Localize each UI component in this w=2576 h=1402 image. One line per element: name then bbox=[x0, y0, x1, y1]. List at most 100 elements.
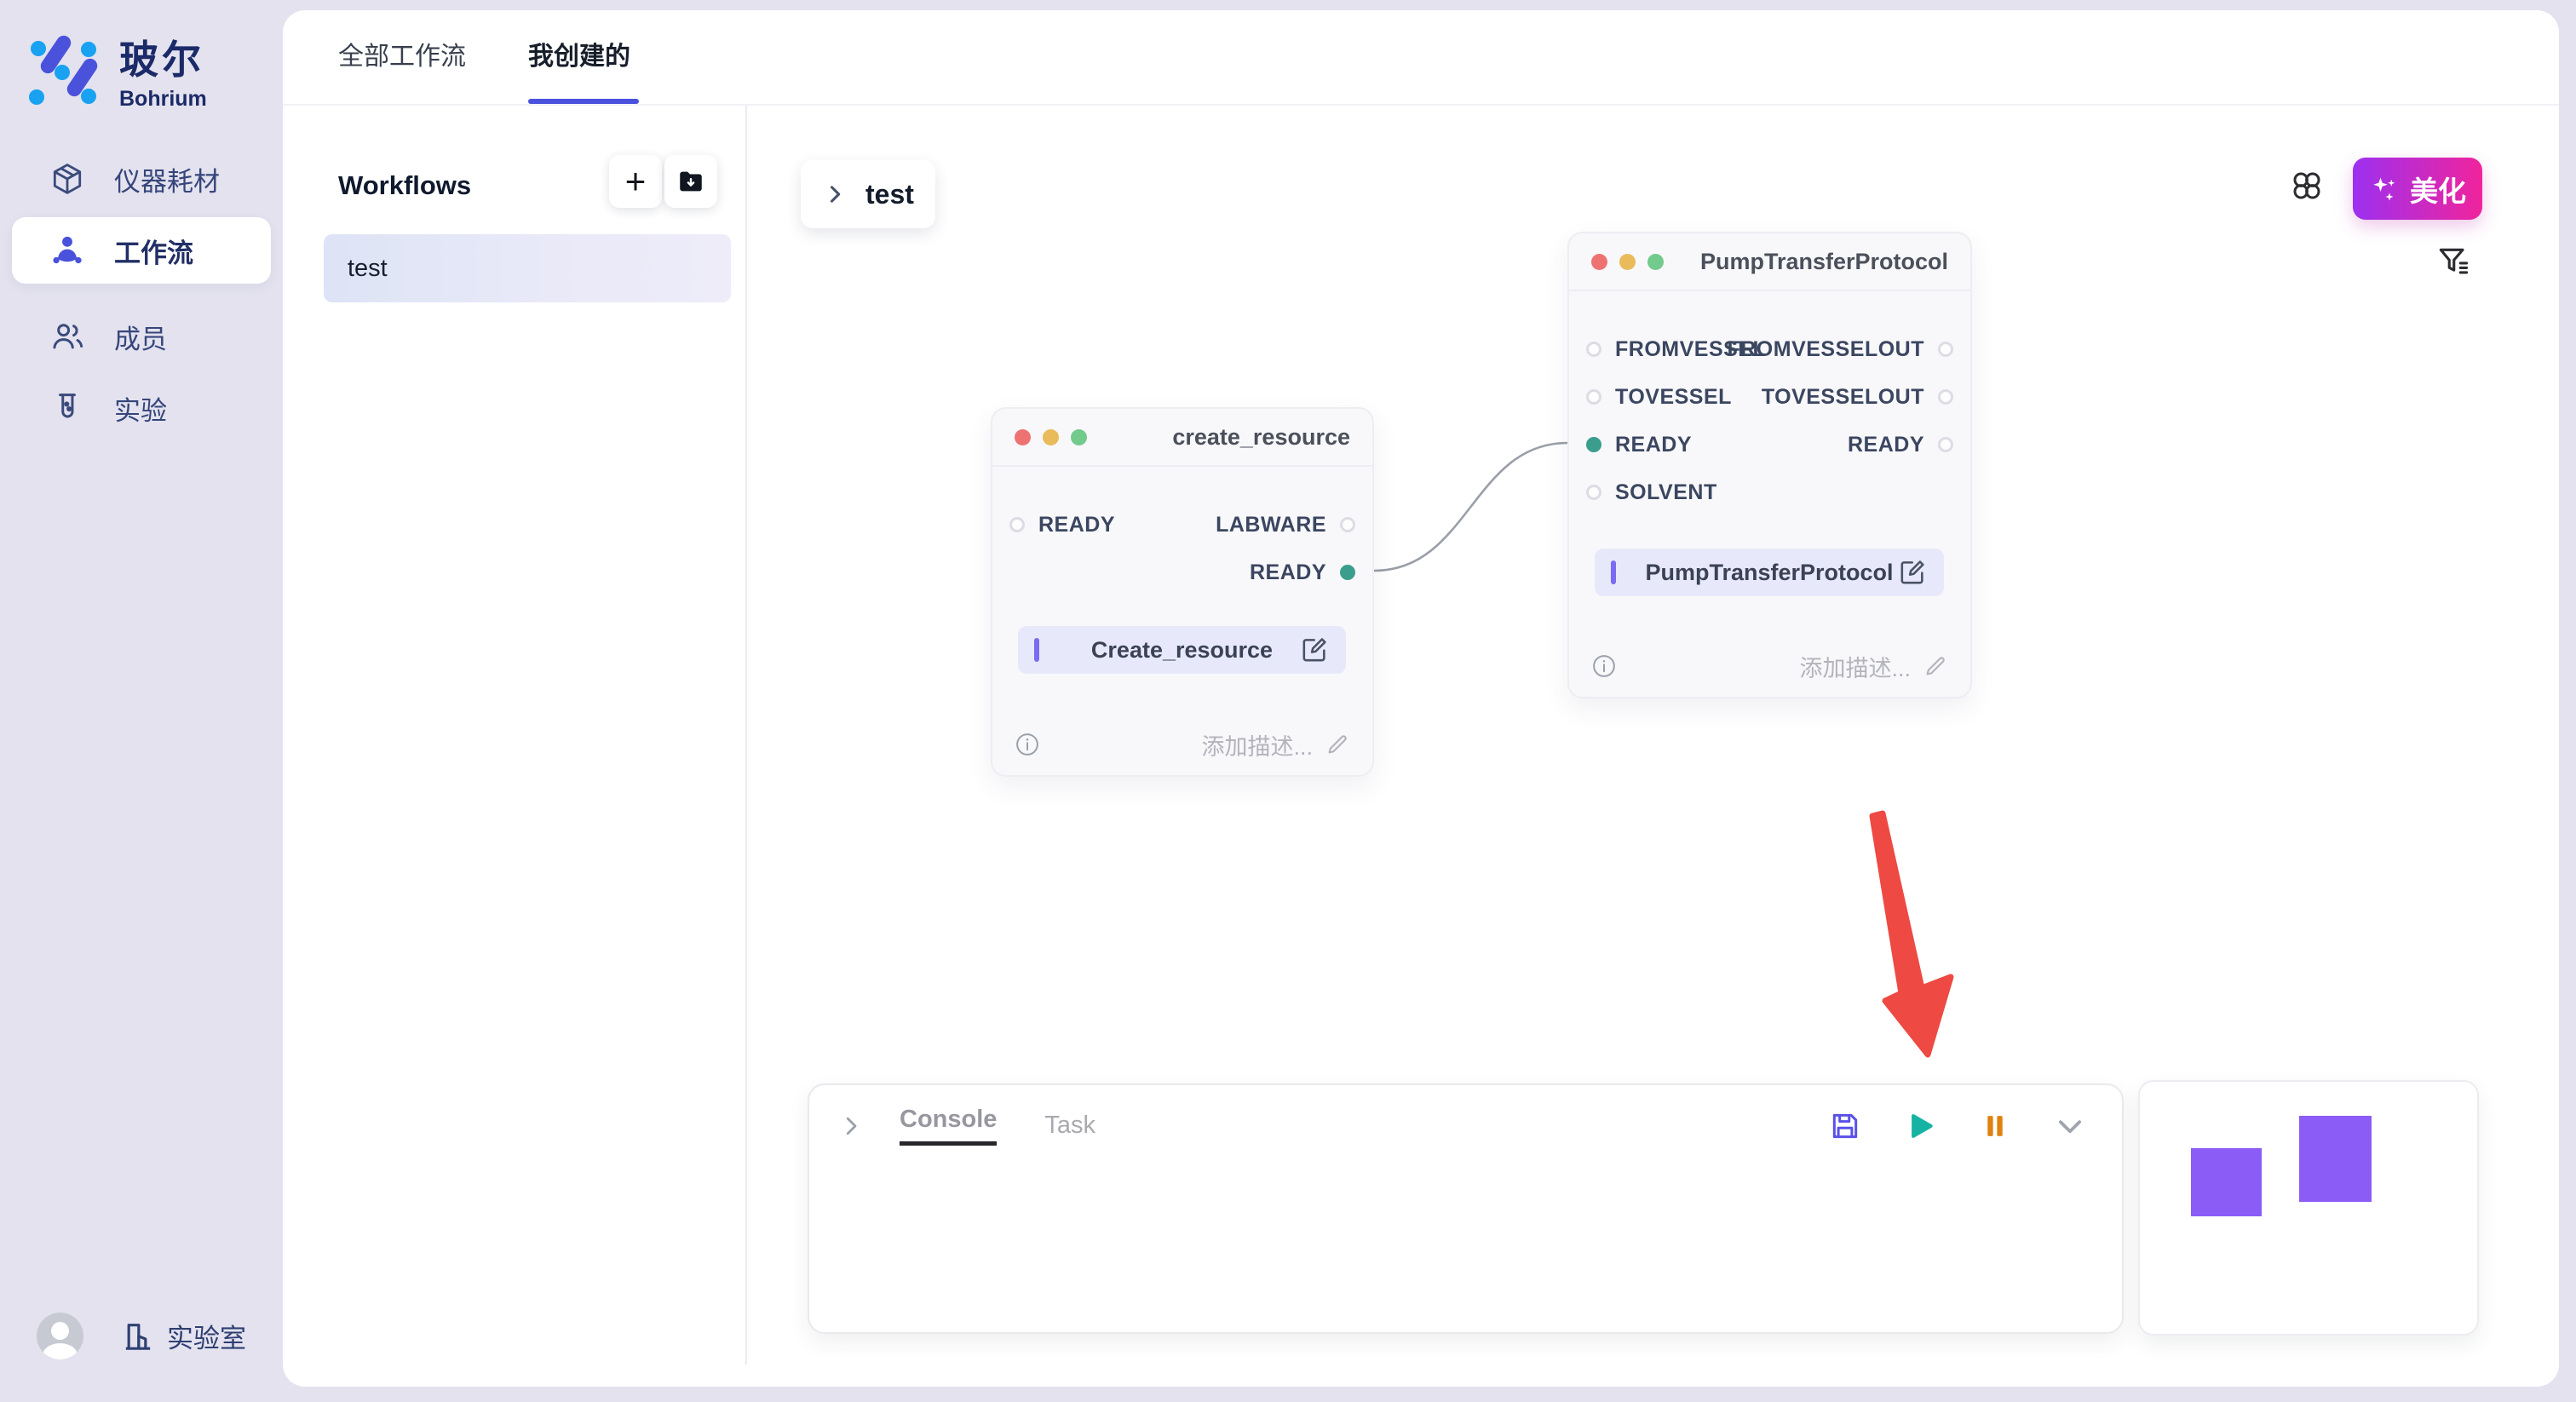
tab-all-workflows[interactable]: 全部工作流 bbox=[338, 43, 466, 71]
port-fromvessel-in[interactable]: FROMVESSEL bbox=[1586, 332, 1766, 366]
node-pump-transfer-protocol[interactable]: PumpTransferProtocol FROMVESSEL TOVESSEL… bbox=[1567, 232, 1972, 698]
edge-create-to-pump bbox=[1373, 441, 1568, 572]
edit-icon[interactable] bbox=[1898, 558, 1927, 587]
port-circle[interactable] bbox=[1938, 437, 1953, 452]
sidebar: 玻尔 Bohrium 仪器耗材 工作流 成员 bbox=[0, 0, 283, 1402]
traffic-dot-amber bbox=[1043, 428, 1059, 445]
node-footer: 添加描述... bbox=[1015, 727, 1350, 761]
sidebar-item-workflow[interactable]: 工作流 bbox=[12, 217, 271, 284]
info-icon[interactable] bbox=[1591, 653, 1617, 679]
sidebar-item-label: 工作流 bbox=[114, 238, 193, 268]
bohrium-logo-icon bbox=[27, 32, 101, 106]
sidebar-nav: 仪器耗材 工作流 成员 实验 bbox=[0, 141, 283, 446]
test-tube-icon bbox=[59, 394, 76, 418]
node-title: create_resource bbox=[1172, 423, 1350, 450]
beautify-button[interactable]: 美化 bbox=[2353, 158, 2482, 220]
minimap[interactable] bbox=[2138, 1080, 2479, 1336]
info-icon[interactable] bbox=[1015, 732, 1040, 757]
collapse-chevron-icon[interactable] bbox=[838, 1113, 864, 1139]
node-title: PumpTransferProtocol bbox=[1699, 248, 1948, 274]
sidebar-item-label: 仪器耗材 bbox=[114, 166, 220, 197]
node-create-resource[interactable]: create_resource READY LABWARE READY Crea… bbox=[991, 407, 1374, 777]
add-workflow-button[interactable]: + bbox=[609, 155, 662, 208]
port-circle[interactable] bbox=[1586, 389, 1601, 405]
components-icon[interactable] bbox=[2286, 165, 2327, 206]
workflows-panel-title: Workflows bbox=[338, 170, 472, 200]
port-circle[interactable] bbox=[1586, 342, 1601, 357]
import-folder-button[interactable] bbox=[664, 155, 717, 208]
port-circle-connected[interactable] bbox=[1586, 437, 1601, 452]
node-action-create-resource[interactable]: Create_resource bbox=[1018, 626, 1346, 674]
node-footer: 添加描述... bbox=[1591, 649, 1948, 683]
port-solvent-in[interactable]: SOLVENT bbox=[1586, 475, 1717, 509]
active-tab-underline bbox=[528, 99, 639, 104]
package-icon bbox=[53, 164, 82, 194]
lab-switcher[interactable]: 实验室 bbox=[121, 1317, 246, 1355]
console-panel: Console Task bbox=[808, 1083, 2124, 1334]
traffic-dot-green bbox=[1647, 253, 1664, 270]
port-circle[interactable] bbox=[1938, 389, 1953, 405]
action-accent-bar bbox=[1034, 638, 1039, 662]
pencil-icon[interactable] bbox=[1325, 732, 1350, 757]
annotation-arrow-red bbox=[1869, 810, 1954, 1058]
port-circle[interactable] bbox=[1938, 342, 1953, 357]
node-header: create_resource bbox=[992, 409, 1372, 467]
port-ready-in[interactable]: READY bbox=[1586, 428, 1692, 462]
run-play-icon[interactable] bbox=[1904, 1110, 1936, 1142]
port-circle[interactable] bbox=[1586, 485, 1601, 500]
port-circle[interactable] bbox=[1340, 517, 1355, 532]
minimap-node-block bbox=[2191, 1148, 2262, 1216]
sidebar-item-instruments[interactable]: 仪器耗材 bbox=[12, 146, 271, 212]
brand-subtitle: Bohrium bbox=[119, 87, 207, 111]
workflow-tabbar: 全部工作流 我创建的 bbox=[283, 10, 2559, 106]
user-avatar[interactable] bbox=[37, 1313, 83, 1359]
brand-title: 玻尔 bbox=[119, 37, 204, 82]
port-fromvesselout[interactable]: FROMVESSELOUT bbox=[1727, 332, 1953, 366]
chevron-right-icon bbox=[830, 186, 841, 203]
traffic-dot-red bbox=[1015, 428, 1031, 445]
traffic-dot-green bbox=[1071, 428, 1087, 445]
pause-icon[interactable] bbox=[1979, 1110, 2011, 1142]
port-tovessel-in[interactable]: TOVESSEL bbox=[1586, 380, 1732, 414]
workflow-list-item-test[interactable]: test bbox=[324, 234, 731, 302]
sidebar-item-label: 实验 bbox=[114, 395, 167, 426]
sparkles-icon bbox=[2373, 177, 2395, 200]
panel-divider bbox=[745, 106, 747, 1365]
filter-icon[interactable] bbox=[2435, 244, 2472, 281]
main-content: 全部工作流 我创建的 Workflows + test test 美化 bbox=[283, 10, 2559, 1387]
tab-my-created[interactable]: 我创建的 bbox=[528, 43, 630, 71]
pencil-icon[interactable] bbox=[1923, 653, 1948, 679]
port-ready-out[interactable]: READY bbox=[1848, 428, 1953, 462]
beautify-label: 美化 bbox=[2410, 175, 2466, 207]
port-ready-in[interactable]: READY bbox=[1009, 508, 1115, 542]
console-tab[interactable]: Console bbox=[900, 1106, 998, 1146]
breadcrumb-label: test bbox=[865, 178, 914, 210]
workflow-icon bbox=[53, 236, 82, 264]
sidebar-item-members[interactable]: 成员 bbox=[12, 303, 271, 370]
folder-download-icon bbox=[680, 171, 702, 192]
node-action-pump-transfer[interactable]: PumpTransferProtocol bbox=[1595, 549, 1944, 596]
traffic-dot-amber bbox=[1619, 253, 1636, 270]
description-placeholder[interactable]: 添加描述... bbox=[1799, 655, 1911, 681]
lab-label: 实验室 bbox=[167, 1324, 246, 1353]
save-icon[interactable] bbox=[1829, 1110, 1861, 1142]
users-icon bbox=[53, 324, 83, 349]
description-placeholder[interactable]: 添加描述... bbox=[1201, 733, 1313, 760]
sidebar-item-label: 成员 bbox=[114, 324, 167, 354]
port-circle-connected[interactable] bbox=[1340, 565, 1355, 580]
sidebar-item-experiments[interactable]: 实验 bbox=[12, 375, 271, 441]
port-circle[interactable] bbox=[1009, 517, 1025, 532]
port-ready-out[interactable]: READY bbox=[1250, 555, 1355, 589]
port-labware-out[interactable]: LABWARE bbox=[1216, 508, 1355, 542]
workflow-breadcrumb[interactable]: test bbox=[801, 160, 935, 228]
port-tovesselout[interactable]: TOVESSELOUT bbox=[1762, 380, 1953, 414]
brand: 玻尔 Bohrium bbox=[27, 29, 207, 112]
traffic-dot-red bbox=[1591, 253, 1607, 270]
minimap-node-block bbox=[2299, 1116, 2372, 1202]
edit-icon[interactable] bbox=[1300, 635, 1329, 664]
task-tab[interactable]: Task bbox=[1044, 1112, 1096, 1139]
building-icon bbox=[125, 1323, 151, 1350]
chevron-down-icon[interactable] bbox=[2054, 1110, 2086, 1142]
node-header: PumpTransferProtocol bbox=[1569, 233, 1970, 291]
action-accent-bar bbox=[1611, 560, 1616, 584]
